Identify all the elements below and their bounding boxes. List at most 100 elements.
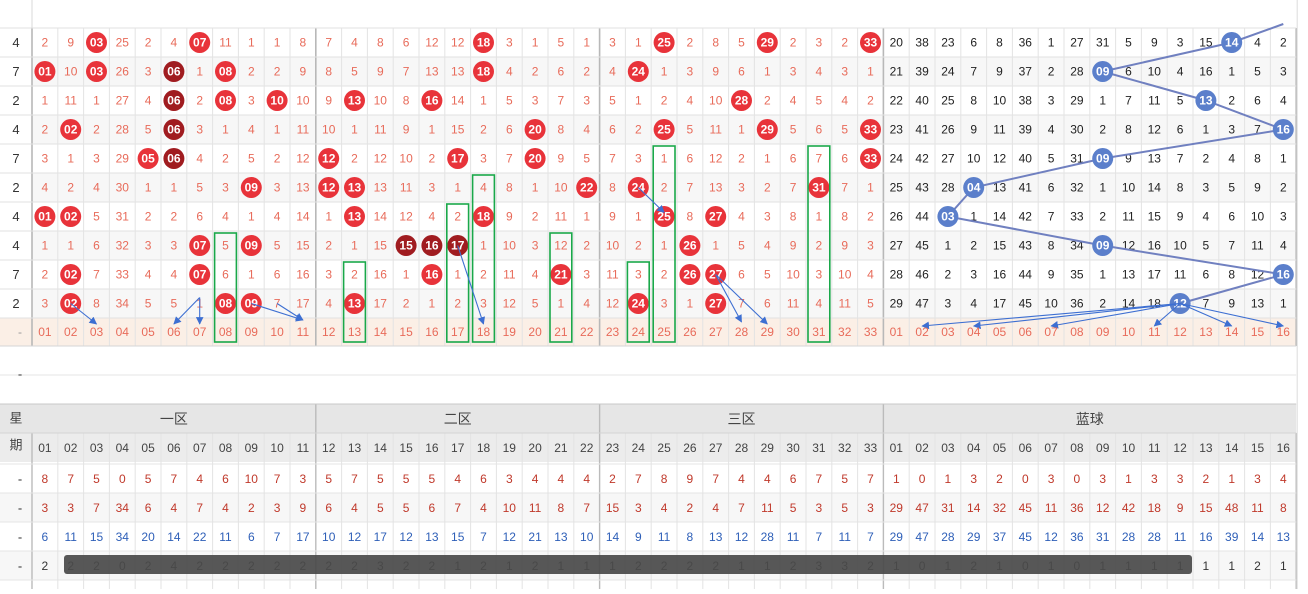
blue-miss-count: 45 bbox=[915, 239, 929, 253]
draw-row-label: 7 bbox=[12, 64, 19, 79]
red-miss-count: 33 bbox=[116, 268, 130, 282]
red-ball-number: 02 bbox=[64, 268, 78, 282]
red-miss-count: 6 bbox=[687, 152, 694, 166]
red-miss-count: 1 bbox=[429, 123, 436, 137]
blue-miss-count: 2 bbox=[945, 268, 952, 282]
red-ball: 06 bbox=[163, 61, 185, 82]
blue-ball-number: 16 bbox=[1277, 268, 1291, 282]
stats-value: 11 bbox=[838, 530, 851, 544]
blue-miss-count: 3 bbox=[945, 297, 952, 311]
red-ball-number: 18 bbox=[477, 65, 491, 79]
horizontal-scrollbar[interactable] bbox=[64, 555, 1192, 574]
stats-value: 12 bbox=[348, 530, 362, 544]
red-miss-count: 1 bbox=[764, 152, 771, 166]
red-ball-circle bbox=[679, 235, 701, 256]
red-miss-count: 3 bbox=[687, 65, 694, 79]
pattern-highlight-box bbox=[626, 261, 651, 343]
red-ball-circle bbox=[163, 90, 185, 111]
blue-miss-count: 41 bbox=[915, 123, 929, 137]
red-miss-count: 2 bbox=[93, 123, 100, 137]
draw-row-label: 7 bbox=[12, 267, 19, 282]
blue-miss-count: 6 bbox=[1125, 65, 1132, 79]
red-miss-count: 2 bbox=[196, 94, 203, 108]
red-ball-number: 15 bbox=[399, 239, 413, 253]
red-ball-number: 18 bbox=[477, 36, 491, 50]
stats-value: 28 bbox=[1122, 530, 1136, 544]
red-ball: 13 bbox=[344, 206, 365, 227]
header-blue-number: 12 bbox=[1173, 441, 1187, 455]
red-miss-count: 1 bbox=[635, 210, 642, 224]
red-miss-count: 11 bbox=[64, 94, 77, 108]
header-red-number: 15 bbox=[399, 441, 413, 455]
red-ball-number: 07 bbox=[193, 239, 207, 253]
red-miss-count: 6 bbox=[609, 123, 616, 137]
blue-miss-count: 4 bbox=[1254, 36, 1261, 50]
row-label-cell bbox=[0, 144, 32, 173]
blue-miss-count: 29 bbox=[890, 297, 904, 311]
header-red-number: 19 bbox=[503, 441, 517, 455]
red-miss-count: 3 bbox=[841, 65, 848, 79]
blue-miss-count: 40 bbox=[1019, 152, 1033, 166]
footer-red-number: 08 bbox=[219, 325, 233, 339]
trend-arrow bbox=[715, 274, 768, 325]
blue-miss-count: 8 bbox=[1177, 181, 1184, 195]
stats-value: 20 bbox=[141, 530, 155, 544]
stats-value: 9 bbox=[635, 530, 642, 544]
red-ball-number: 12 bbox=[322, 181, 336, 195]
stats-value: 10 bbox=[580, 530, 594, 544]
red-miss-count: 8 bbox=[609, 181, 616, 195]
red-miss-count: 1 bbox=[687, 297, 694, 311]
draw-row-background bbox=[32, 260, 1297, 289]
number-header-row bbox=[0, 433, 1297, 462]
stats-value: 15 bbox=[606, 501, 620, 515]
blue-miss-count: 10 bbox=[1148, 65, 1162, 79]
red-miss-count: 15 bbox=[451, 123, 465, 137]
red-ball-circle bbox=[473, 206, 494, 227]
red-miss-count: 2 bbox=[42, 268, 49, 282]
red-miss-count: 2 bbox=[532, 210, 539, 224]
red-ball-circle bbox=[860, 119, 881, 140]
stats-value: 28 bbox=[1148, 530, 1162, 544]
blue-miss-count: 33 bbox=[1070, 210, 1084, 224]
red-miss-count: 10 bbox=[399, 152, 413, 166]
red-miss-count: 11 bbox=[838, 297, 851, 311]
footer-red-number: 10 bbox=[270, 325, 284, 339]
red-ball-number: 13 bbox=[348, 94, 362, 108]
red-ball-circle bbox=[344, 177, 365, 198]
red-ball-number: 01 bbox=[38, 210, 52, 224]
stats-row-background bbox=[0, 464, 1297, 493]
red-miss-count: 4 bbox=[145, 268, 152, 282]
red-ball: 33 bbox=[860, 119, 881, 140]
blue-miss-count: 2 bbox=[1048, 65, 1055, 79]
red-miss-count: 13 bbox=[451, 65, 465, 79]
red-miss-count: 5 bbox=[738, 36, 745, 50]
red-miss-count: 13 bbox=[425, 65, 439, 79]
red-miss-count: 25 bbox=[116, 36, 130, 50]
stats-value: 7 bbox=[816, 472, 823, 486]
blue-miss-count: 6 bbox=[970, 36, 977, 50]
red-ball-number: 24 bbox=[632, 65, 646, 79]
red-miss-count: 1 bbox=[558, 297, 565, 311]
blue-miss-count: 8 bbox=[996, 36, 1003, 50]
blue-miss-count: 5 bbox=[1254, 65, 1261, 79]
red-miss-count: 3 bbox=[738, 181, 745, 195]
red-ball: 20 bbox=[524, 148, 546, 169]
red-ball: 09 bbox=[240, 177, 262, 198]
header-red-number: 23 bbox=[606, 441, 620, 455]
red-miss-count: 8 bbox=[712, 36, 719, 50]
footer-blue-number: 05 bbox=[993, 325, 1007, 339]
blue-ball-circle bbox=[1272, 119, 1294, 140]
blue-miss-count: 6 bbox=[1254, 94, 1261, 108]
stats-value: 8 bbox=[661, 472, 668, 486]
stats-value: 36 bbox=[1070, 530, 1084, 544]
stats-value: 3 bbox=[1177, 472, 1184, 486]
red-ball-number: 24 bbox=[632, 297, 646, 311]
blue-miss-count: 13 bbox=[1148, 152, 1162, 166]
header-red-number: 33 bbox=[864, 441, 878, 455]
footer-red-number: 09 bbox=[245, 325, 259, 339]
red-miss-count: 5 bbox=[687, 123, 694, 137]
stats-value: 1 bbox=[1228, 559, 1235, 573]
red-miss-count: 31 bbox=[116, 210, 130, 224]
stats-value: 34 bbox=[116, 501, 130, 515]
red-ball: 28 bbox=[731, 90, 752, 111]
